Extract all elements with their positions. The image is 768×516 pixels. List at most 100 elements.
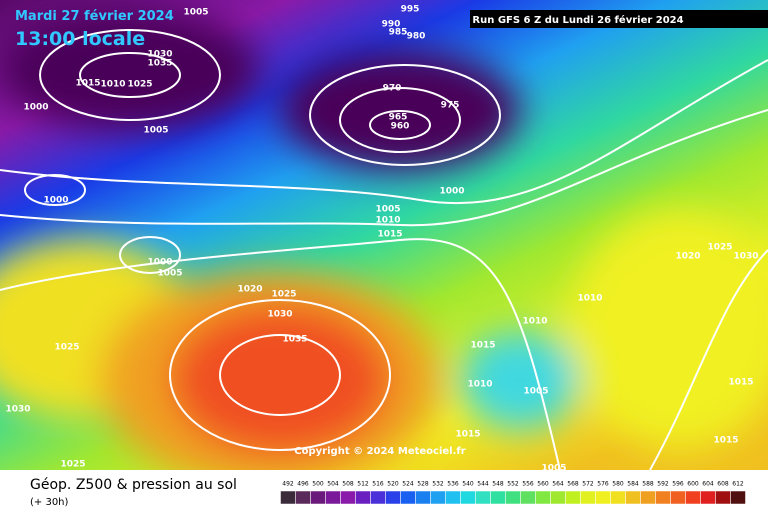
isobar-label: 1030 <box>147 50 172 60</box>
scale-swatch <box>670 490 686 505</box>
run-info: Run GFS 6 Z du Lundi 26 février 2024 <box>472 14 683 26</box>
isobar-label: 975 <box>441 101 460 111</box>
isobar-label: 995 <box>401 5 420 15</box>
legend-lead: (+ 30h) <box>30 497 69 508</box>
scale-swatch <box>655 490 671 505</box>
scale-swatch <box>430 490 446 505</box>
scale-swatch <box>595 490 611 505</box>
scale-swatch <box>325 490 341 505</box>
isobar-label: 1030 <box>733 252 758 262</box>
scale-swatch <box>730 490 746 505</box>
scale-label: 524 <box>402 481 414 488</box>
scale-label: 560 <box>537 481 549 488</box>
scale-swatch <box>475 490 491 505</box>
isobar-label: 1005 <box>143 126 168 136</box>
scale-swatch <box>415 490 431 505</box>
isobar-label: 1025 <box>707 243 732 253</box>
scale-label: 592 <box>657 481 669 488</box>
copyright: Copyright © 2024 Meteociel.fr <box>294 446 465 457</box>
scale-label: 496 <box>297 481 309 488</box>
scale-label: 588 <box>642 481 654 488</box>
isobar-label: 1010 <box>100 80 125 90</box>
scale-swatch <box>370 490 386 505</box>
isobar-label: 980 <box>407 32 426 42</box>
isobar-label: 1015 <box>728 378 753 388</box>
scale-label: 520 <box>387 481 399 488</box>
isobar-label: 965 <box>389 113 408 123</box>
scale-swatch <box>715 490 731 505</box>
scale-swatch <box>295 490 311 505</box>
color-scale: 492 496 500 504 508 512 516 520 524 528 532 536 540 5… <box>280 481 746 505</box>
scale-swatch <box>385 490 401 505</box>
isobar-label: 1005 <box>157 269 182 279</box>
scale-label: 612 <box>732 481 744 488</box>
isobar-label: 1025 <box>271 290 296 300</box>
map-time: 13:00 locale <box>15 28 145 50</box>
scale-label: 532 <box>432 481 444 488</box>
scale-label: 600 <box>687 481 699 488</box>
scale-label: 492 <box>282 481 294 488</box>
scale-label: 556 <box>522 481 534 488</box>
scale-label: 572 <box>582 481 594 488</box>
scale-swatch <box>640 490 656 505</box>
scale-swatch <box>625 490 641 505</box>
isobar-label: 1005 <box>523 387 548 397</box>
scale-label: 516 <box>372 481 384 488</box>
isobar-label: 1010 <box>467 380 492 390</box>
isobar-label: 1015 <box>75 79 100 89</box>
scale-label: 552 <box>507 481 519 488</box>
scale-swatch <box>445 490 461 505</box>
scale-swatch <box>340 490 356 505</box>
scale-label: 536 <box>447 481 459 488</box>
scale-label: 608 <box>717 481 729 488</box>
isobar-label: 1010 <box>375 216 400 226</box>
scale-swatch <box>685 490 701 505</box>
isobar-label: 1010 <box>577 294 602 304</box>
isobar-label: 1015 <box>455 430 480 440</box>
scale-swatch <box>520 490 536 505</box>
map-date: Mardi 27 février 2024 <box>15 9 174 24</box>
isobar-label: 1015 <box>470 341 495 351</box>
scale-swatch <box>550 490 566 505</box>
scale-swatch <box>355 490 371 505</box>
scale-label: 604 <box>702 481 714 488</box>
isobar-label: 1005 <box>375 205 400 215</box>
isobar-label: 1015 <box>377 230 402 240</box>
scale-swatch <box>610 490 626 505</box>
scale-swatch <box>535 490 551 505</box>
isobar-label: 1030 <box>267 310 292 320</box>
isobar-label: 985 <box>389 28 408 38</box>
isobar-label: 1020 <box>237 285 262 295</box>
legend-title: Géop. Z500 & pression au sol <box>30 477 237 493</box>
isobar-label: 970 <box>383 84 402 94</box>
isobar-label: 1000 <box>439 187 464 197</box>
scale-swatch <box>400 490 416 505</box>
isobar-label: 1000 <box>23 103 48 113</box>
isobar-label: 1030 <box>5 405 30 415</box>
scale-swatch <box>490 490 506 505</box>
scale-swatch <box>460 490 476 505</box>
isobar-label: 1025 <box>127 80 152 90</box>
scale-label: 540 <box>462 481 474 488</box>
scale-label: 568 <box>567 481 579 488</box>
scale-label: 548 <box>492 481 504 488</box>
scale-label: 576 <box>597 481 609 488</box>
scale-label: 528 <box>417 481 429 488</box>
isobar-label: 1035 <box>282 335 307 345</box>
isobar-label: 1025 <box>54 343 79 353</box>
scale-swatch <box>565 490 581 505</box>
scale-label: 508 <box>342 481 354 488</box>
scale-swatch <box>700 490 716 505</box>
scale-label: 584 <box>627 481 639 488</box>
isobar-label: 1025 <box>60 460 85 470</box>
run-banner <box>470 10 768 28</box>
field-blobs <box>0 10 768 490</box>
isobar-label: 1000 <box>147 258 172 268</box>
scale-swatch <box>580 490 596 505</box>
scale-label: 500 <box>312 481 324 488</box>
scale-swatch <box>505 490 521 505</box>
scale-swatch <box>310 490 326 505</box>
scale-label: 512 <box>357 481 369 488</box>
